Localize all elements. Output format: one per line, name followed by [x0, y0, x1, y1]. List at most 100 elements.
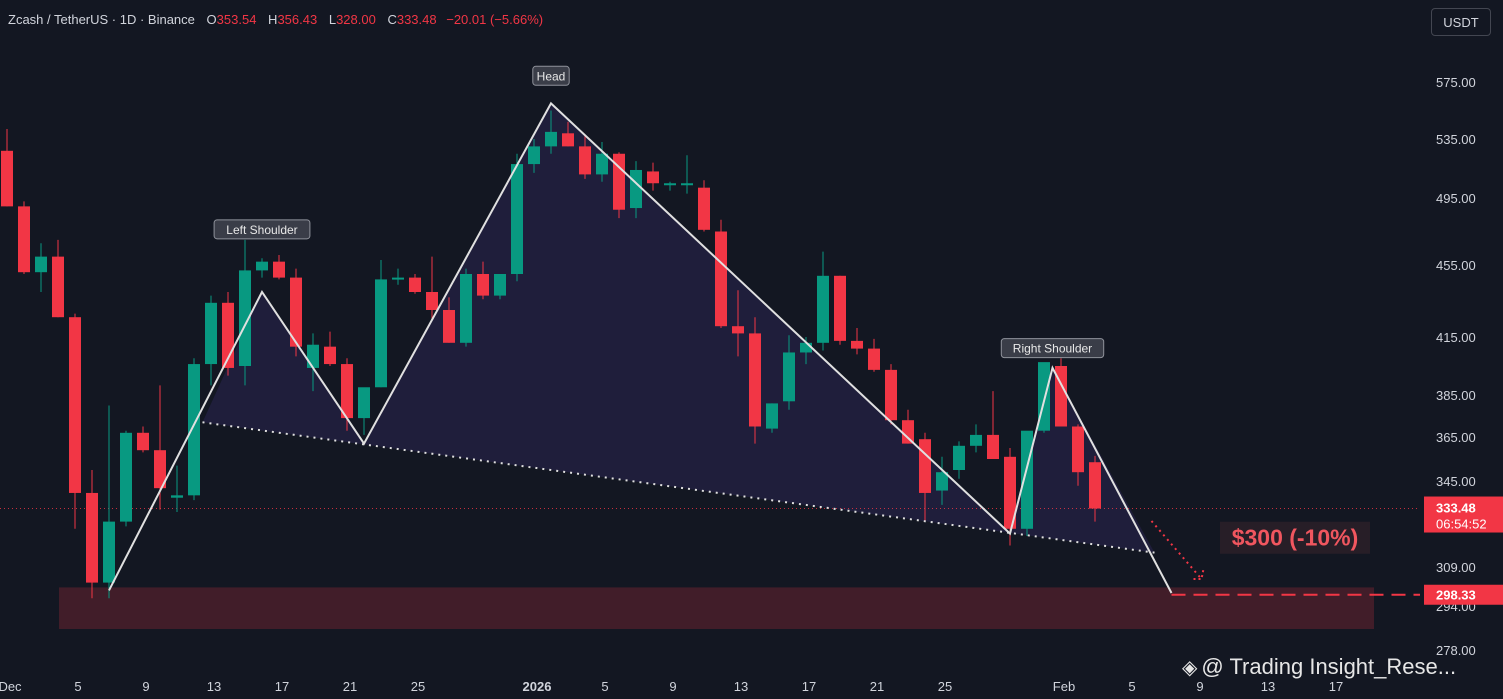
pattern-annotation: Head: [537, 69, 566, 83]
candle-body: [970, 434, 982, 446]
candle-body: [188, 364, 200, 496]
last-price-value: 333.48: [1436, 501, 1476, 516]
price-axis-tick: 415.00: [1436, 330, 1476, 345]
candle-body: [341, 364, 353, 419]
candle-body: [953, 445, 965, 470]
low-label: L: [328, 12, 337, 27]
currency-button[interactable]: USDT: [1431, 8, 1491, 36]
watermark: ◈ @ Trading Insight_Rese...: [1182, 654, 1456, 680]
watermark-text: @ Trading Insight_Rese...: [1201, 654, 1457, 679]
close-value: 333.48: [396, 12, 437, 27]
candle-body: [324, 346, 336, 365]
candle-body: [817, 275, 829, 343]
candle-body: [1004, 456, 1016, 529]
price-axis-tick: 495.00: [1436, 191, 1476, 206]
candle-body: [596, 153, 608, 175]
candle-body: [528, 146, 540, 165]
candle-body: [630, 169, 642, 209]
candle-body: [1089, 462, 1101, 509]
candle-body: [358, 387, 370, 419]
target-price-tag: [1424, 584, 1503, 605]
time-axis-tick: 17: [802, 679, 816, 694]
candle-body: [69, 317, 81, 493]
candle-body: [681, 183, 693, 186]
candle-body: [477, 274, 489, 296]
projection-arrow: [1150, 520, 1203, 580]
open-value: 353.54: [216, 12, 257, 27]
candle-body: [494, 274, 506, 296]
candle-body: [256, 261, 268, 271]
candle-body: [239, 270, 251, 366]
candle-body: [936, 472, 948, 491]
candle-body: [154, 450, 166, 489]
candle-body: [800, 342, 812, 353]
candle-body: [987, 434, 999, 459]
candle-body: [375, 279, 387, 388]
ohlc-header: Zcash / TetherUS · 1D · Binance O353.54 …: [8, 12, 543, 27]
candle-body: [307, 344, 319, 368]
price-axis-tick: 278.00: [1436, 643, 1476, 658]
candle-body: [562, 133, 574, 147]
time-axis-tick: 2026: [523, 679, 552, 694]
head-shoulders-line: [108, 101, 1173, 594]
candle-body: [766, 403, 778, 429]
time-axis-tick: 13: [207, 679, 221, 694]
price-axis-tick: 455.00: [1436, 258, 1476, 273]
candle-body: [273, 261, 285, 278]
time-axis-tick: 9: [142, 679, 149, 694]
high-label: H: [268, 12, 278, 27]
candle-body: [511, 164, 523, 274]
time-axis-tick: 13: [734, 679, 748, 694]
candle-body: [86, 492, 98, 583]
binance-diamond-icon: ◈: [1182, 656, 1198, 679]
price-axis-tick: 345.00: [1436, 474, 1476, 489]
candle-body: [851, 340, 863, 349]
time-axis-tick: 17: [1329, 679, 1343, 694]
candle-body: [919, 439, 931, 493]
time-axis-tick: 5: [601, 679, 608, 694]
candle-body: [443, 310, 455, 343]
time-axis-tick: 5: [1128, 679, 1135, 694]
time-axis-tick: 21: [343, 679, 357, 694]
candle-body: [732, 326, 744, 334]
candle-body: [664, 183, 676, 186]
candle-body: [171, 495, 183, 498]
candle-body: [902, 420, 914, 444]
target-price-value: 298.33: [1436, 588, 1476, 603]
candle-body: [409, 277, 421, 292]
candle-body: [103, 521, 115, 583]
time-axis-tick: Dec: [0, 679, 22, 694]
pattern-annotation: Left Shoulder: [226, 223, 297, 237]
candle-body: [783, 352, 795, 402]
time-axis-tick: 17: [275, 679, 289, 694]
candle-body: [35, 256, 47, 273]
candle-body: [18, 206, 30, 273]
candle-body: [460, 274, 472, 343]
candle-body: [426, 292, 438, 310]
candle-body: [579, 146, 591, 175]
candle-body: [749, 333, 761, 427]
projection-arrowhead: [1193, 568, 1205, 580]
pattern-annotation-box: [532, 65, 570, 86]
candle-body: [120, 432, 132, 522]
support-zone: [59, 587, 1374, 629]
countdown-value: 06:54:52: [1436, 517, 1487, 532]
low-value: 328.00: [336, 12, 376, 27]
price-axis-tick: 309.00: [1436, 560, 1476, 575]
pattern-annotation: Right Shoulder: [1013, 342, 1092, 356]
time-axis-tick: 5: [74, 679, 81, 694]
candle-body: [290, 277, 302, 347]
candle-body: [392, 277, 404, 280]
candle-body: [1072, 426, 1084, 473]
symbol-label[interactable]: Zcash / TetherUS · 1D · Binance: [8, 12, 195, 27]
time-axis-tick: 25: [411, 679, 425, 694]
candle-body: [613, 153, 625, 210]
candle-body: [205, 302, 217, 365]
candle-body: [715, 231, 727, 327]
candle-body: [52, 256, 64, 318]
pattern-annotation-box: [213, 219, 311, 240]
candle-body: [868, 348, 880, 370]
target-label-box: [1220, 521, 1370, 554]
